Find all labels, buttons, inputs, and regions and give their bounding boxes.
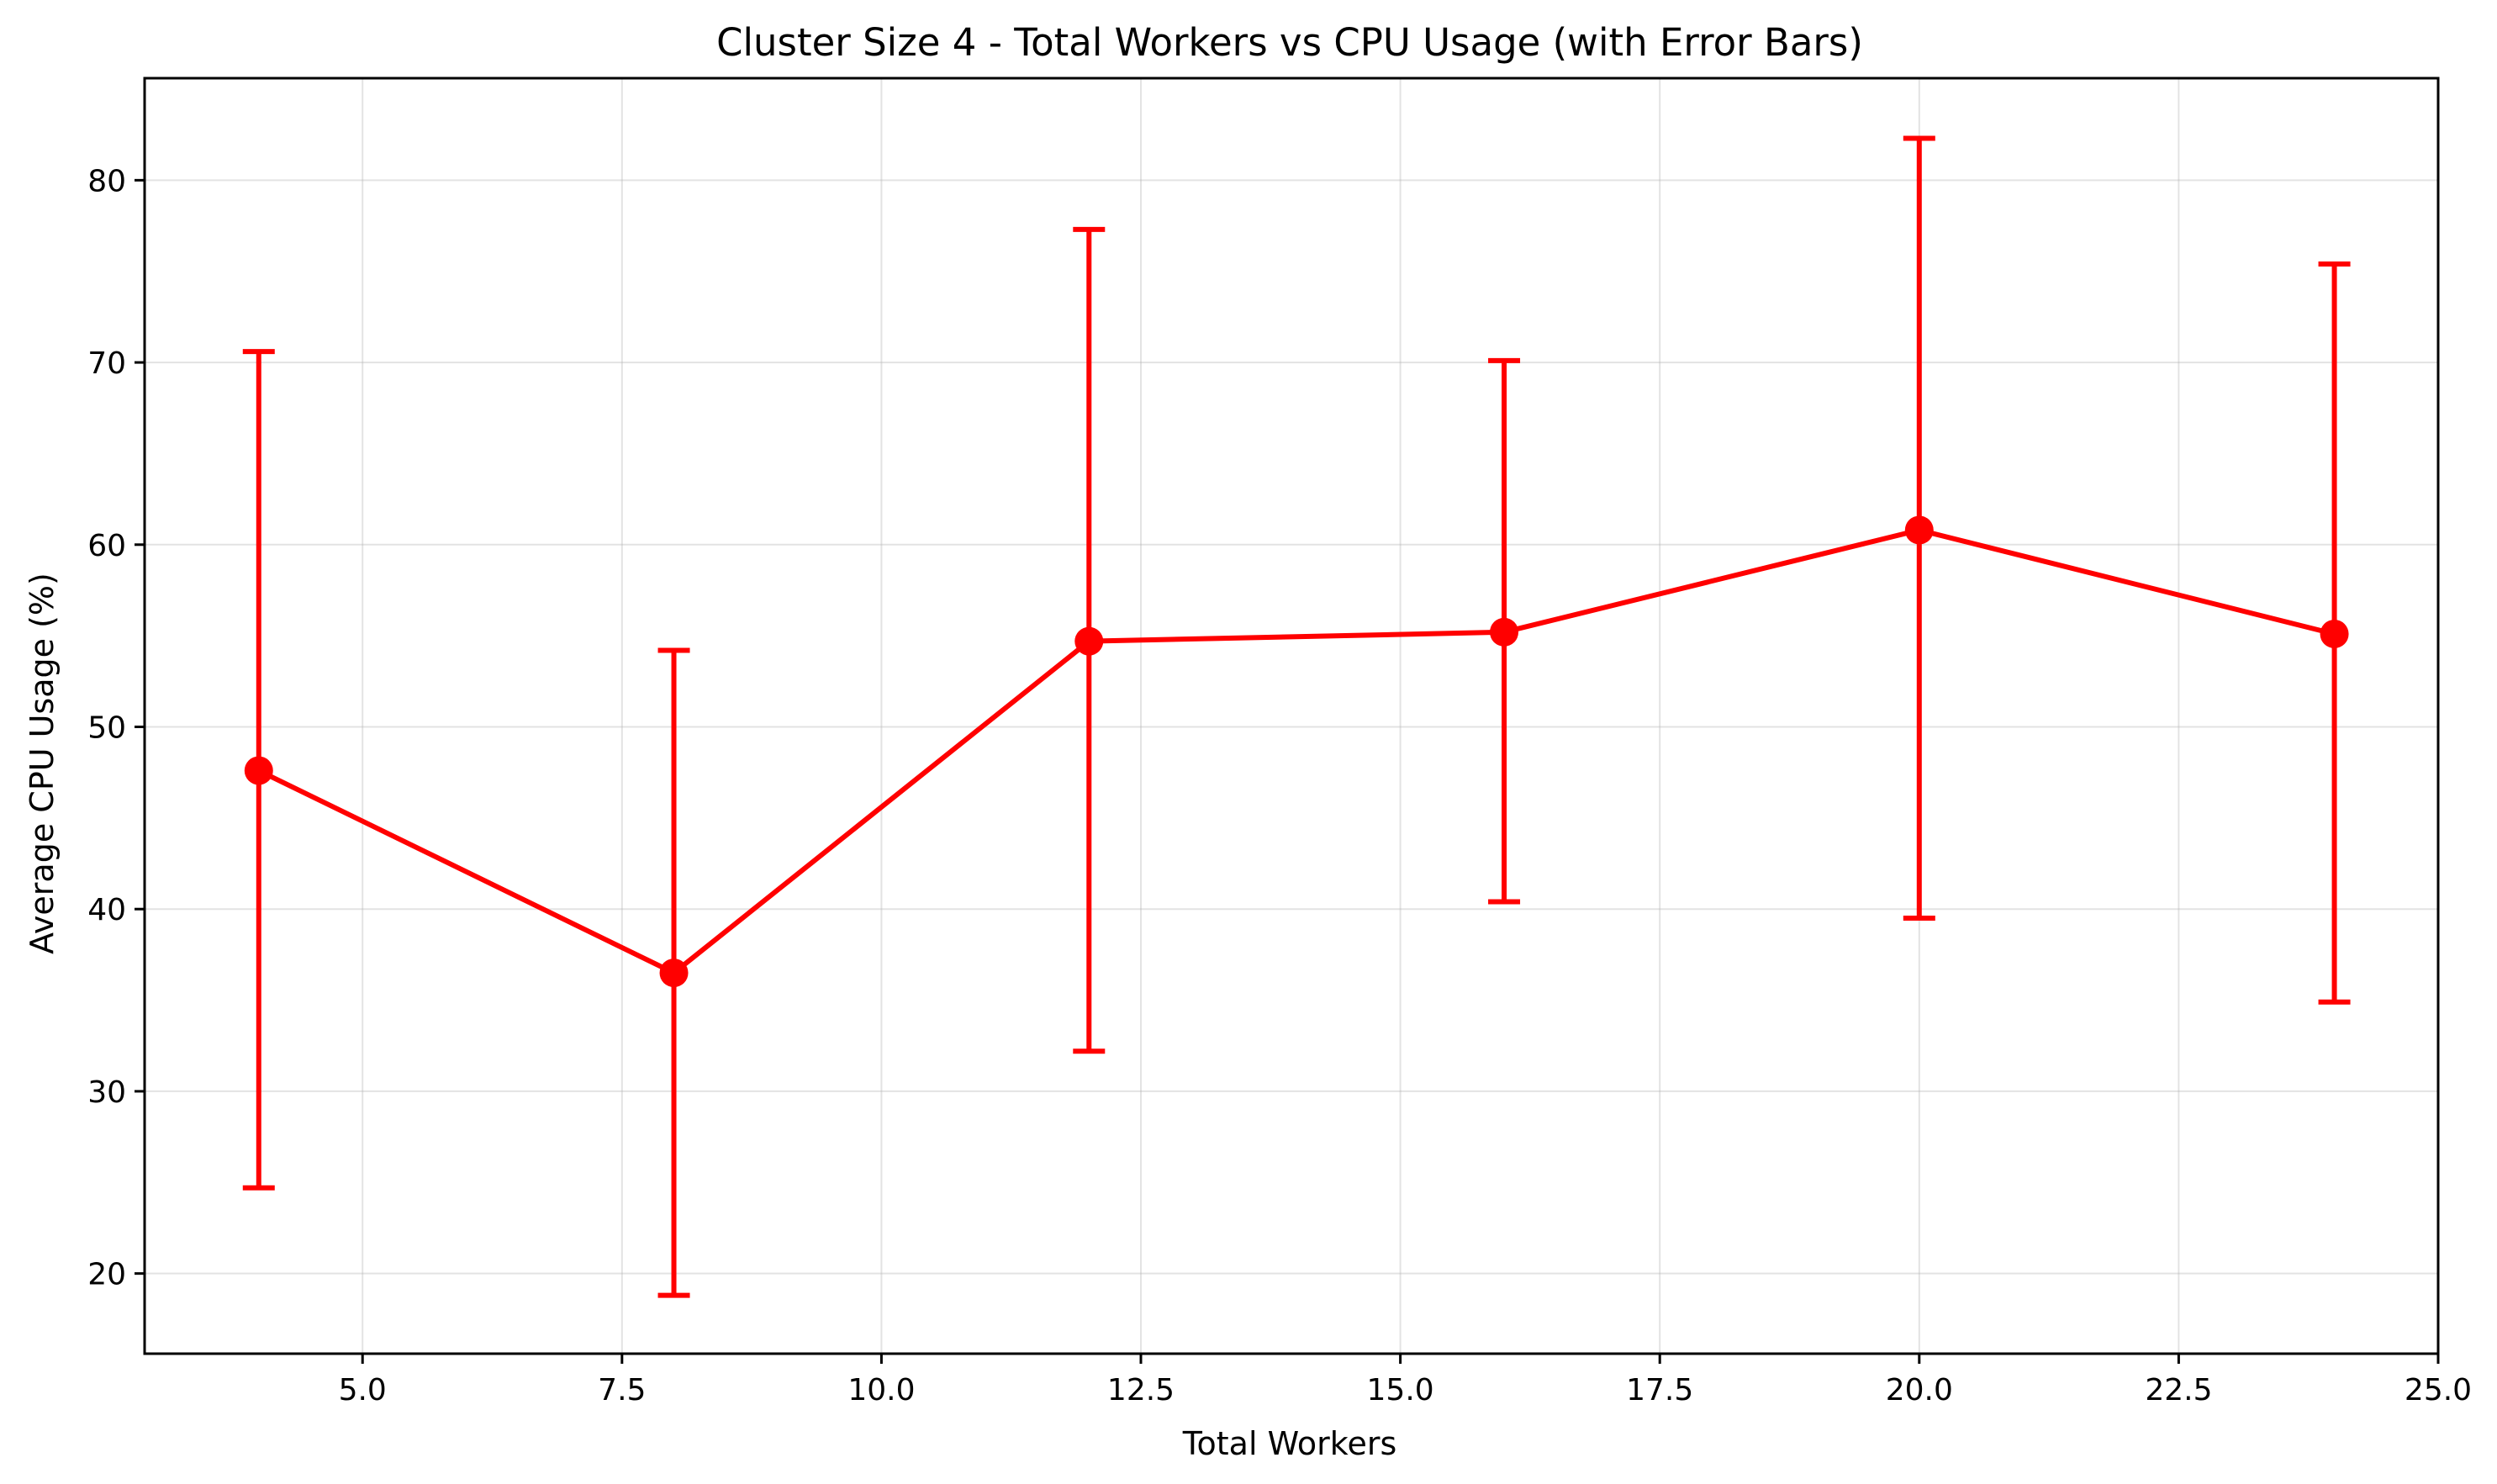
x-tick-label: 10.0	[847, 1373, 915, 1407]
y-tick-label: 20	[87, 1258, 126, 1292]
x-tick-label: 25.0	[2405, 1373, 2472, 1407]
x-tick-label: 20.0	[1886, 1373, 1953, 1407]
x-tick-label: 17.5	[1626, 1373, 1693, 1407]
series-line	[257, 527, 2336, 976]
x-tick-label: 12.5	[1107, 1373, 1175, 1407]
x-tick-label: 22.5	[2145, 1373, 2212, 1407]
y-axis-label: Average CPU Usage (%)	[24, 573, 61, 954]
y-tick-label: 80	[87, 164, 126, 198]
y-tick-label: 30	[87, 1075, 126, 1110]
data-point	[1904, 515, 1934, 545]
x-tick-label: 15.0	[1367, 1373, 1434, 1407]
data-point	[244, 756, 273, 785]
data-series	[242, 135, 2351, 1298]
y-tick-label: 70	[87, 346, 126, 381]
plot-frame	[143, 77, 2440, 1355]
data-point	[1490, 617, 1519, 647]
chart-title: Cluster Size 4 - Total Workers vs CPU Us…	[716, 20, 1863, 65]
x-tick-label: 7.5	[598, 1373, 646, 1407]
y-tick-label: 40	[87, 893, 126, 927]
y-tick-label: 60	[87, 529, 126, 563]
y-tick-label: 50	[87, 711, 126, 746]
axis-ticks: 5.0 7.5 10.0 12.5 15.0 17.5 20.0 22.5 25.0 20 30 40…	[87, 164, 2472, 1407]
x-axis-label: Total Workers	[1182, 1425, 1397, 1462]
data-point	[2320, 619, 2349, 648]
data-point	[659, 959, 689, 988]
data-point	[1074, 626, 1104, 656]
x-tick-label: 5.0	[339, 1373, 387, 1407]
grid	[145, 78, 2439, 1354]
